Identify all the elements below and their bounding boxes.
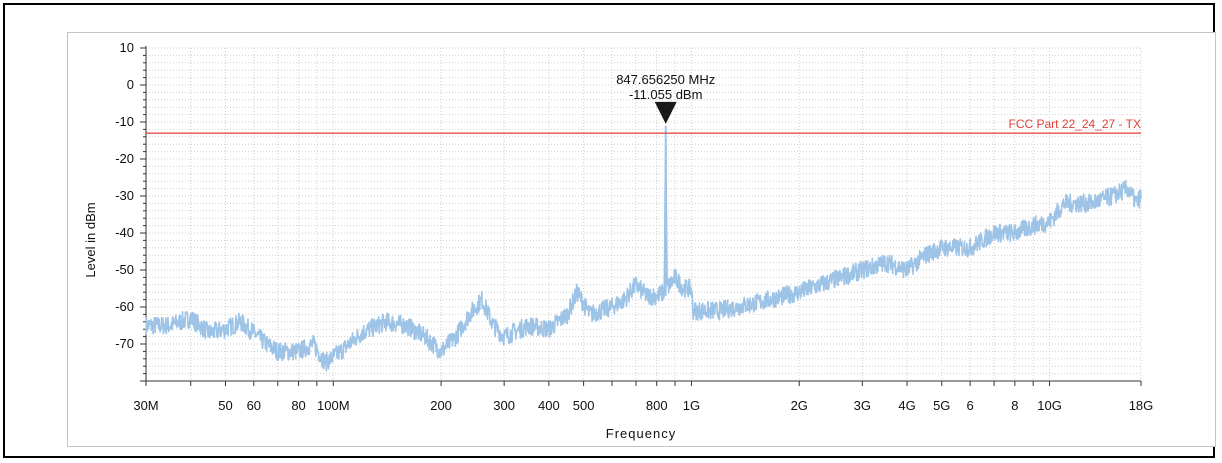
x-tick-label: 300: [493, 398, 515, 413]
limit-line-label: FCC Part 22_24_27 - TX: [1008, 117, 1141, 131]
x-tick-label: 200: [430, 398, 452, 413]
x-tick-label: 6: [967, 398, 974, 413]
x-tick-label: 2G: [791, 398, 808, 413]
y-tick-label: -10: [115, 114, 134, 129]
chart-frame: [3, 3, 1216, 458]
x-tick-label: 10G: [1037, 398, 1062, 413]
x-tick-label: 400: [538, 398, 560, 413]
chart-panel: [67, 32, 1216, 447]
x-tick-label: 500: [573, 398, 595, 413]
y-tick-label: -20: [115, 151, 134, 166]
y-tick-label: -50: [115, 262, 134, 277]
x-tick-label: 1G: [683, 398, 700, 413]
y-tick-label: -40: [115, 225, 134, 240]
y-tick-label: -30: [115, 188, 134, 203]
marker-triangle-icon: [654, 101, 677, 124]
x-tick-label: 60: [247, 398, 261, 413]
x-tick-label: 5G: [933, 398, 950, 413]
y-axis-label: Level in dBm: [83, 202, 98, 277]
x-tick-label: 800: [646, 398, 668, 413]
y-tick-label: 0: [127, 77, 134, 92]
marker-frequency: 847.656250 MHz: [616, 72, 715, 87]
x-tick-label: 18G: [1129, 398, 1154, 413]
x-tick-label: 80: [291, 398, 305, 413]
x-tick-label: 8: [1011, 398, 1018, 413]
y-tick-label: -70: [115, 336, 134, 351]
y-tick-label: -60: [115, 299, 134, 314]
x-tick-label: 4G: [898, 398, 915, 413]
spectrum-trace: [145, 138, 1142, 372]
y-tick-label: 10: [120, 40, 134, 55]
x-tick-label: 30M: [133, 398, 158, 413]
marker-level: -11.055 dBm: [629, 87, 702, 102]
x-axis-label: Frequency: [606, 426, 676, 441]
x-tick-label: 100M: [317, 398, 350, 413]
x-tick-label: 3G: [854, 398, 871, 413]
x-tick-label: 50: [218, 398, 232, 413]
